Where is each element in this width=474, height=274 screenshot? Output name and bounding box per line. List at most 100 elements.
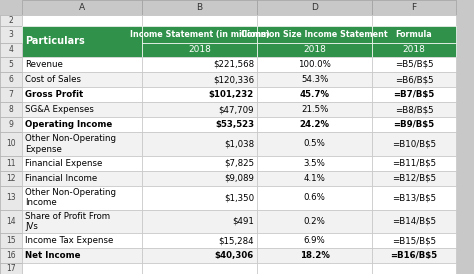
Text: =B16/B$5: =B16/B$5 [391,251,438,260]
Text: =B9/B$5: =B9/B$5 [393,120,435,129]
Text: $1,350: $1,350 [224,193,254,202]
Text: Other Non-Operating
Income: Other Non-Operating Income [25,188,116,207]
Text: Gross Profit: Gross Profit [25,90,83,99]
Text: 3.5%: 3.5% [304,159,326,168]
Bar [22,26,142,57]
Text: Income Tax Expense: Income Tax Expense [25,236,113,245]
Bar [372,117,456,132]
Text: Share of Profit From
JVs: Share of Profit From JVs [25,212,110,231]
Bar [22,248,142,263]
Bar [372,248,456,263]
Bar [142,26,257,43]
Bar [22,233,142,248]
Bar [22,210,142,233]
Text: 3: 3 [9,30,13,39]
Bar [0,117,22,132]
Text: 0.5%: 0.5% [304,139,326,149]
Text: 6: 6 [9,75,13,84]
Bar [257,171,372,186]
Text: 0.2%: 0.2% [304,217,326,226]
Text: 2018: 2018 [188,45,211,55]
Text: 45.7%: 45.7% [300,90,330,99]
Bar [257,117,372,132]
Text: $9,089: $9,089 [224,174,254,183]
Bar [372,15,456,26]
Bar [142,57,257,72]
Bar [372,156,456,171]
Bar [257,57,372,72]
Bar [372,132,456,156]
Bar [22,15,142,26]
Text: 100.0%: 100.0% [298,60,331,69]
Bar [257,0,372,15]
Text: Revenue: Revenue [25,60,63,69]
Text: $47,709: $47,709 [219,105,254,114]
Bar [372,72,456,87]
Bar [0,0,22,15]
Text: 0.6%: 0.6% [304,193,326,202]
Text: =B10/B$5: =B10/B$5 [392,139,436,149]
Bar [257,210,372,233]
Text: Common Size Income Statement: Common Size Income Statement [241,30,388,39]
Bar [257,43,372,57]
Text: =B11/B$5: =B11/B$5 [392,159,436,168]
Bar [22,171,142,186]
Bar [372,0,456,15]
Text: =B6/B$5: =B6/B$5 [395,75,433,84]
Text: =B14/B$5: =B14/B$5 [392,217,436,226]
Text: 14: 14 [6,217,16,226]
Bar [22,57,142,72]
Bar [372,43,456,57]
Bar [22,117,142,132]
Bar [0,15,22,26]
Bar [142,72,257,87]
Bar [142,210,257,233]
Bar [372,233,456,248]
Text: 6.9%: 6.9% [304,236,326,245]
Bar [0,57,22,72]
Bar [257,132,372,156]
Text: $1,038: $1,038 [224,139,254,149]
Bar [372,57,456,72]
Bar [0,156,22,171]
Bar [0,87,22,102]
Text: =B15/B$5: =B15/B$5 [392,236,436,245]
Text: 2: 2 [9,16,13,25]
Bar [0,102,22,117]
Bar [372,87,456,102]
Bar [0,186,22,210]
Text: 24.2%: 24.2% [300,120,330,129]
Bar [0,171,22,186]
Text: =B8/B$5: =B8/B$5 [395,105,433,114]
Text: F: F [411,3,417,12]
Text: Income Statement (in millions): Income Statement (in millions) [129,30,269,39]
Text: 15: 15 [6,236,16,245]
Bar [257,156,372,171]
Bar [0,72,22,87]
Bar [257,26,372,43]
Text: 2018: 2018 [303,45,326,55]
Text: $221,568: $221,568 [213,60,254,69]
Text: D: D [311,3,318,12]
Text: 21.5%: 21.5% [301,105,328,114]
Text: 13: 13 [6,193,16,202]
Text: Net Income: Net Income [25,251,81,260]
Text: 7: 7 [9,90,13,99]
Bar [22,102,142,117]
Text: =B7/B$5: =B7/B$5 [393,90,435,99]
Text: 10: 10 [6,139,16,149]
Bar [257,87,372,102]
Text: Financial Expense: Financial Expense [25,159,102,168]
Bar [142,233,257,248]
Bar [257,72,372,87]
Text: $491: $491 [232,217,254,226]
Bar [372,186,456,210]
Bar [22,132,142,156]
Text: SG&A Expenses: SG&A Expenses [25,105,94,114]
Bar [257,263,372,274]
Bar [142,171,257,186]
Bar [22,0,142,15]
Bar [257,186,372,210]
Text: $101,232: $101,232 [209,90,254,99]
Text: $53,523: $53,523 [215,120,254,129]
